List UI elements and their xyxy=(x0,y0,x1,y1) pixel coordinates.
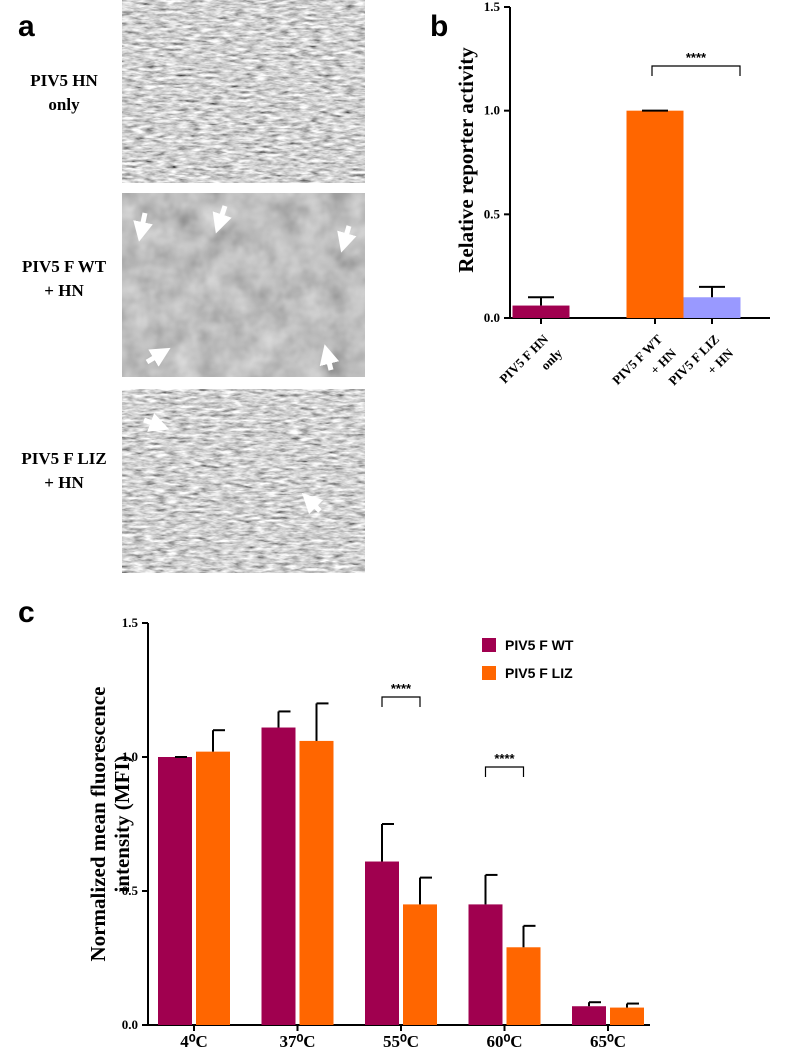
y-axis-label: Normalized mean fluorescence xyxy=(86,687,110,962)
significance-bracket xyxy=(381,696,421,707)
y-tick-label: 0.5 xyxy=(484,206,501,221)
significance-label: **** xyxy=(494,751,515,766)
micrograph xyxy=(122,193,365,377)
y-tick-label: 1.5 xyxy=(122,615,139,630)
significance-label: **** xyxy=(391,681,412,696)
bar xyxy=(610,1007,644,1025)
y-axis-label: Relative reporter activity xyxy=(454,47,478,273)
x-tick-label: 60⁰C xyxy=(486,1032,522,1051)
legend-label: PIV5 F WT xyxy=(505,637,574,653)
legend-swatch xyxy=(482,638,496,652)
y-tick-label: 1.0 xyxy=(484,103,500,118)
legend-label: PIV5 F LIZ xyxy=(505,665,573,681)
y-tick-label: 1.0 xyxy=(122,749,138,764)
y-tick-label: 0.0 xyxy=(484,310,500,325)
row-label: only xyxy=(48,95,80,114)
panel-label: c xyxy=(18,596,35,629)
x-tick-label: 65⁰C xyxy=(590,1032,626,1051)
panel-label: a xyxy=(18,10,35,43)
error-bar xyxy=(699,285,725,298)
y-axis-label: intensity (MFI) xyxy=(110,755,134,892)
x-tick-label: 37⁰C xyxy=(279,1032,315,1051)
row-label: PIV5 F LIZ xyxy=(21,449,106,468)
y-tick-label: 1.5 xyxy=(484,0,501,14)
row-label: + HN xyxy=(44,473,84,492)
row-label: PIV5 HN xyxy=(30,71,98,90)
bar xyxy=(261,727,296,1025)
bar xyxy=(299,740,334,1025)
y-tick-label: 0.5 xyxy=(122,883,139,898)
significance-bracket xyxy=(484,766,525,777)
row-label: PIV5 F WT xyxy=(22,257,107,276)
significance-label: **** xyxy=(686,50,707,65)
bar xyxy=(158,757,192,1025)
x-tick-label: 55⁰C xyxy=(383,1032,419,1051)
bar xyxy=(468,904,503,1025)
bar xyxy=(626,110,684,319)
row-label: + HN xyxy=(44,281,84,300)
error-bar xyxy=(528,296,554,306)
bar xyxy=(683,297,741,318)
micrograph xyxy=(122,389,365,573)
bar xyxy=(512,305,570,318)
bar xyxy=(572,1006,606,1025)
panel-label: b xyxy=(430,10,448,43)
x-tick-label: 4⁰C xyxy=(180,1032,208,1051)
arrows xyxy=(133,205,357,515)
bar xyxy=(365,861,399,1025)
bar xyxy=(196,751,230,1025)
legend-swatch xyxy=(482,666,496,680)
bar xyxy=(506,947,541,1025)
micrograph xyxy=(122,0,365,183)
significance-bracket xyxy=(651,65,741,76)
bar xyxy=(403,904,437,1025)
y-tick-label: 0.0 xyxy=(122,1017,138,1032)
